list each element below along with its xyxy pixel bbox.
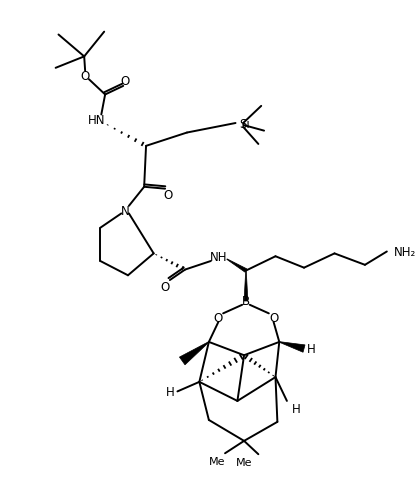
Polygon shape bbox=[179, 342, 209, 365]
Text: O: O bbox=[161, 281, 170, 294]
Polygon shape bbox=[279, 342, 305, 352]
Text: H: H bbox=[307, 342, 316, 355]
Text: Me: Me bbox=[209, 456, 226, 466]
Text: Me: Me bbox=[236, 457, 252, 467]
Text: O: O bbox=[121, 75, 130, 88]
Text: O: O bbox=[269, 311, 278, 324]
Text: N: N bbox=[121, 205, 130, 218]
Text: H: H bbox=[166, 385, 174, 398]
Text: Si: Si bbox=[240, 117, 250, 130]
Text: NH₂: NH₂ bbox=[394, 245, 416, 258]
Polygon shape bbox=[244, 271, 248, 302]
Text: O: O bbox=[80, 70, 90, 83]
Text: HN: HN bbox=[88, 113, 106, 126]
Polygon shape bbox=[227, 259, 247, 272]
Text: H: H bbox=[292, 402, 301, 415]
Text: B: B bbox=[242, 295, 250, 308]
Text: O: O bbox=[163, 188, 173, 201]
Text: O: O bbox=[214, 311, 223, 324]
Text: NH: NH bbox=[210, 250, 227, 263]
